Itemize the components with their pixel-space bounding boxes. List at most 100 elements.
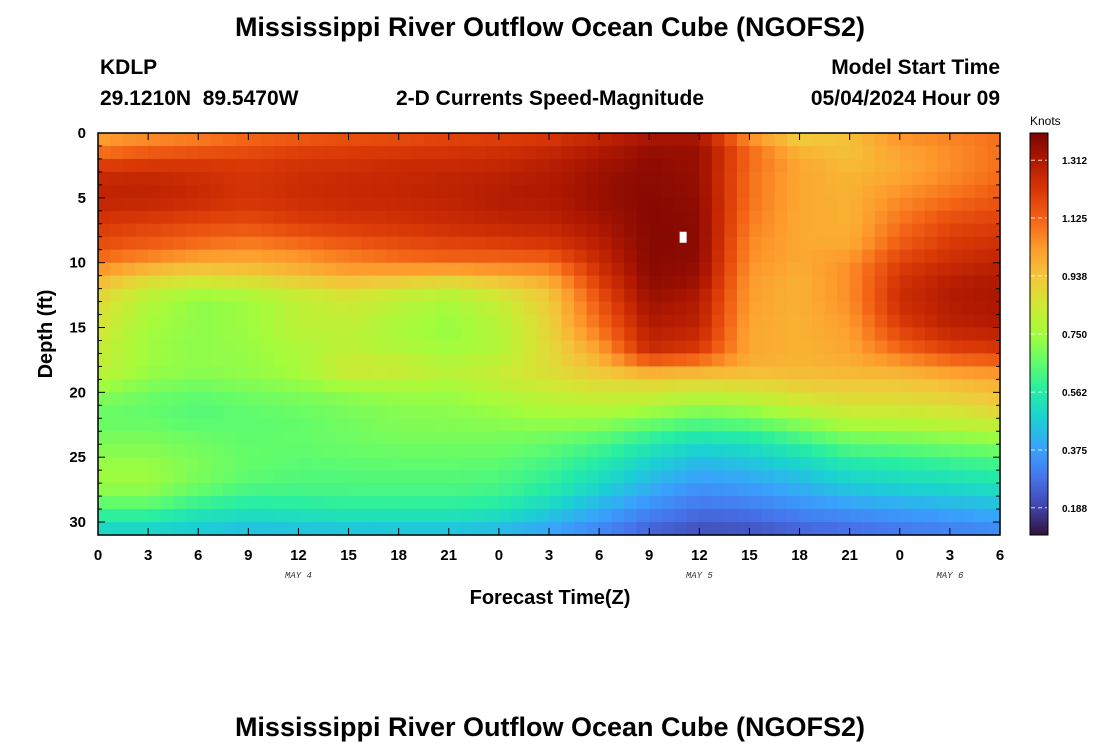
heatmap-cell — [561, 392, 575, 406]
heatmap-cell — [624, 522, 638, 536]
heatmap-cell — [223, 262, 237, 277]
heatmap-cell — [336, 457, 350, 471]
heatmap-cell — [661, 288, 675, 303]
heatmap-cell — [248, 171, 262, 186]
heatmap-cell — [611, 379, 625, 393]
heatmap-cell — [98, 496, 112, 510]
heatmap-cell — [348, 366, 362, 380]
heatmap-cell — [799, 431, 813, 445]
x-tick-label: 3 — [545, 547, 553, 564]
heatmap-cell — [310, 171, 325, 186]
heatmap-cell — [336, 158, 350, 173]
heatmap-cell — [912, 431, 926, 445]
heatmap-cell — [974, 431, 989, 445]
heatmap-cell — [686, 184, 700, 199]
heatmap-cell — [561, 249, 575, 264]
heatmap-cell — [849, 379, 863, 393]
heatmap-cell — [536, 158, 550, 173]
model-start-label: Model Start Time — [831, 56, 1000, 79]
heatmap-cell — [686, 405, 700, 419]
heatmap-cell — [386, 236, 400, 251]
heatmap-cell — [160, 366, 174, 380]
heatmap-cell — [686, 509, 700, 523]
heatmap-cell — [523, 236, 538, 251]
heatmap-cell — [924, 223, 938, 238]
heatmap-cell — [436, 392, 450, 406]
heatmap-cell — [736, 236, 751, 251]
heatmap-cell — [486, 392, 500, 406]
heatmap-cell — [761, 171, 776, 186]
heatmap-cell — [98, 522, 112, 536]
heatmap-cell — [486, 353, 500, 368]
heatmap-cell — [248, 197, 262, 212]
heatmap-cell — [411, 145, 425, 160]
heatmap-cell — [210, 158, 224, 173]
heatmap-cell — [887, 444, 901, 458]
heatmap-cell — [448, 275, 462, 290]
heatmap-cell — [386, 509, 400, 523]
heatmap-cell — [173, 340, 187, 355]
heatmap-cell — [473, 262, 487, 277]
heatmap-cell — [123, 158, 137, 173]
heatmap-cell — [624, 301, 638, 316]
heatmap-cell — [586, 392, 600, 406]
heatmap-cell — [411, 379, 425, 393]
heatmap-cell — [523, 470, 538, 484]
heatmap-cell — [899, 457, 913, 471]
heatmap-cell — [924, 197, 938, 212]
heatmap-cell — [862, 509, 876, 523]
heatmap-cell — [837, 145, 851, 160]
heatmap-cell — [210, 236, 224, 251]
heatmap-cell — [523, 379, 538, 393]
heatmap-cell — [198, 288, 212, 303]
heatmap-cell — [160, 288, 174, 303]
heatmap-cell — [599, 522, 613, 536]
heatmap-cell — [148, 392, 162, 406]
x-tick-label: 9 — [244, 547, 252, 564]
heatmap-cell — [549, 184, 563, 199]
heatmap-cell — [887, 353, 901, 368]
heatmap-cell — [260, 366, 274, 380]
heatmap-cell — [887, 184, 901, 199]
heatmap-cell — [611, 223, 625, 238]
heatmap-cell — [699, 379, 713, 393]
heatmap-cell — [273, 145, 287, 160]
heatmap-cell — [160, 301, 174, 316]
heatmap-cell — [448, 223, 462, 238]
heatmap-cell — [348, 275, 362, 290]
heatmap-cell — [849, 236, 863, 251]
heatmap-cell — [724, 223, 738, 238]
heatmap-cell — [774, 444, 788, 458]
heatmap-cell — [235, 522, 249, 536]
heatmap-cell — [273, 301, 287, 316]
heatmap-cell — [561, 457, 575, 471]
heatmap-cell — [661, 405, 675, 419]
heatmap-cell — [348, 444, 362, 458]
heatmap-cell — [924, 301, 938, 316]
heatmap-cell — [849, 197, 863, 212]
heatmap-cell — [837, 379, 851, 393]
heatmap-cell — [348, 184, 362, 199]
heatmap-cell — [298, 444, 312, 458]
heatmap-cell — [837, 366, 851, 380]
heatmap-cell — [273, 249, 287, 264]
heatmap-cell — [273, 444, 287, 458]
heatmap-cell — [987, 366, 1001, 380]
heatmap-cell — [799, 340, 813, 355]
heatmap-cell — [799, 133, 813, 147]
heatmap-cell — [235, 249, 249, 264]
heatmap-cell — [173, 470, 187, 484]
heatmap-cell — [310, 262, 325, 277]
heatmap-cell — [411, 340, 425, 355]
heatmap-cell — [123, 366, 137, 380]
x-tick-label: 0 — [896, 547, 904, 564]
heatmap-cell — [887, 236, 901, 251]
heatmap-cell — [348, 171, 362, 186]
heatmap-cell — [461, 470, 475, 484]
heatmap-cell — [511, 340, 525, 355]
heatmap-cell — [173, 522, 187, 536]
heatmap-cell — [173, 171, 187, 186]
heatmap-cell — [611, 145, 625, 160]
heatmap-cell — [812, 483, 826, 497]
heatmap-cell — [649, 340, 663, 355]
